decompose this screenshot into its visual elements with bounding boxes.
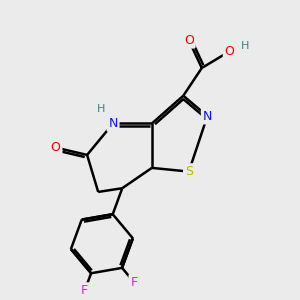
Text: F: F	[81, 284, 88, 297]
Text: F: F	[130, 276, 137, 289]
Text: N: N	[108, 117, 118, 130]
Text: N: N	[203, 110, 212, 123]
Text: H: H	[241, 41, 249, 51]
Text: O: O	[225, 45, 235, 58]
Text: O: O	[184, 34, 194, 47]
Text: O: O	[51, 141, 61, 154]
Text: S: S	[185, 165, 193, 178]
Text: H: H	[97, 104, 105, 114]
